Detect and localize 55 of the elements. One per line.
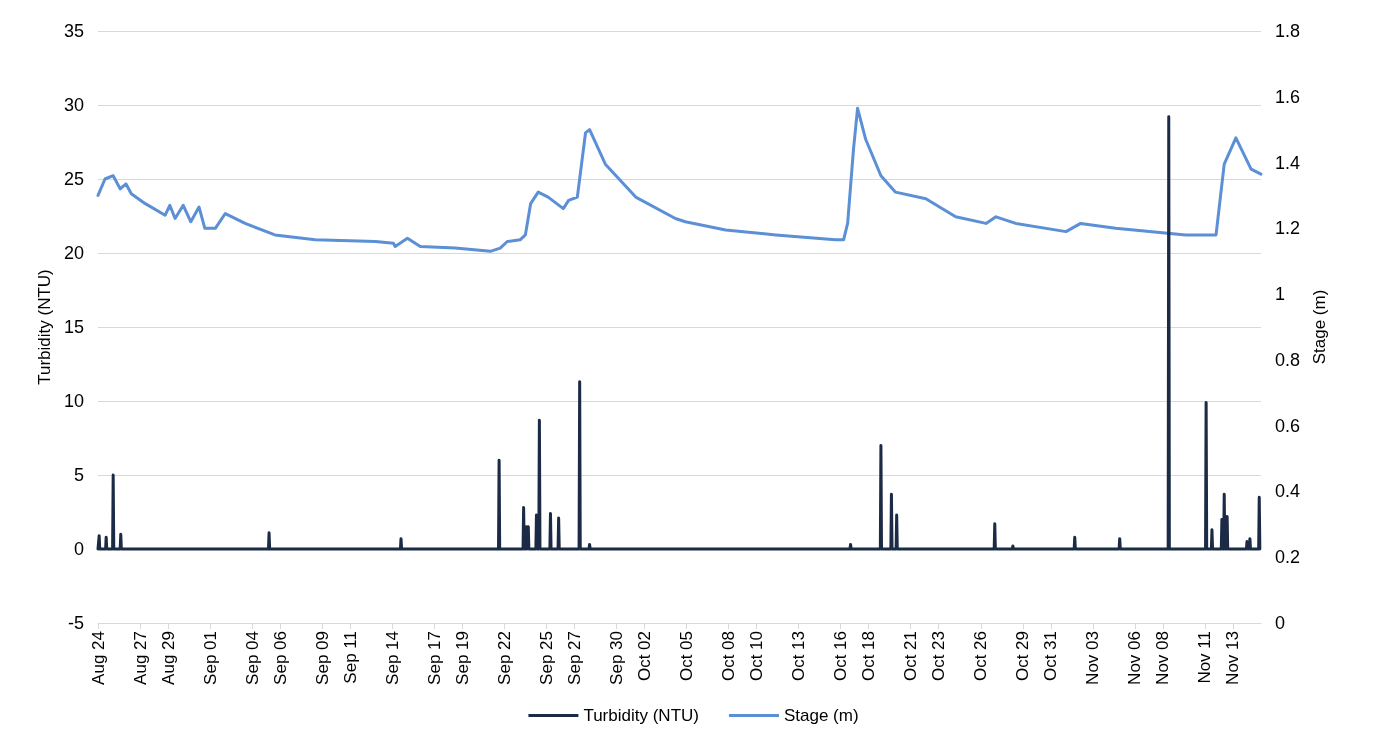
x-tick-label: Aug 29 bbox=[158, 631, 178, 685]
x-tick-label: Nov 03 bbox=[1083, 631, 1103, 685]
x-tick-label: Sep 19 bbox=[452, 631, 472, 685]
x-tick-label: Oct 13 bbox=[789, 631, 809, 682]
x-tick-label: Sep 01 bbox=[200, 631, 220, 685]
x-tick-label: Sep 17 bbox=[424, 631, 444, 685]
y-tick-label: -5 bbox=[67, 613, 84, 633]
x-tick-label: Oct 18 bbox=[859, 631, 879, 682]
y2-tick-label: 0.6 bbox=[1275, 415, 1301, 436]
x-tick-label: Oct 21 bbox=[901, 631, 921, 682]
x-tick-label: Sep 09 bbox=[312, 631, 332, 685]
x-tick-label: Nov 06 bbox=[1125, 631, 1145, 685]
x-tick-label: Sep 25 bbox=[536, 631, 556, 685]
x-tick-label: Oct 23 bbox=[929, 631, 949, 682]
x-tick-label: Nov 11 bbox=[1195, 631, 1215, 684]
y2-tick-label: 1.8 bbox=[1275, 21, 1301, 41]
x-tick-label: Aug 27 bbox=[130, 631, 150, 685]
y-tick-label: 5 bbox=[73, 465, 84, 485]
x-tick-label: Sep 11 bbox=[340, 631, 360, 684]
x-tick-label: Oct 16 bbox=[831, 631, 851, 682]
y2-axis-title: Stage (m) bbox=[1309, 289, 1329, 365]
x-tick-label: Aug 24 bbox=[88, 631, 108, 685]
x-tick-label: Oct 05 bbox=[677, 631, 697, 682]
y2-tick-label: 0.2 bbox=[1275, 547, 1301, 568]
y2-tick-label: 1.4 bbox=[1275, 152, 1301, 173]
x-tick-label: Oct 08 bbox=[719, 631, 739, 682]
x-tick-label: Oct 31 bbox=[1041, 631, 1061, 682]
legend-label: Turbidity (NTU) bbox=[583, 706, 699, 725]
x-tick-label: Nov 13 bbox=[1223, 631, 1243, 685]
y2-tick-label: 1.2 bbox=[1275, 218, 1301, 239]
x-tick-label: Sep 06 bbox=[270, 631, 290, 685]
x-tick-label: Oct 02 bbox=[634, 631, 654, 682]
y-tick-label: 0 bbox=[73, 539, 84, 559]
x-tick-label: Oct 10 bbox=[747, 631, 767, 682]
y2-tick-label: 1.6 bbox=[1275, 86, 1301, 107]
y2-tick-label: 0.8 bbox=[1275, 349, 1301, 370]
y-tick-label: 20 bbox=[63, 243, 84, 263]
y-tick-label: 10 bbox=[63, 391, 84, 411]
x-tick-label: Sep 27 bbox=[564, 631, 584, 685]
y2-tick-label: 0 bbox=[1275, 613, 1286, 633]
y-tick-label: 15 bbox=[63, 317, 84, 337]
y-tick-label: 35 bbox=[63, 21, 84, 41]
x-tick-label: Sep 30 bbox=[606, 631, 626, 685]
x-tick-label: Sep 04 bbox=[242, 631, 262, 685]
y-tick-label: 25 bbox=[63, 169, 84, 189]
legend-label: Stage (m) bbox=[783, 706, 859, 725]
x-tick-label: Nov 08 bbox=[1153, 631, 1173, 685]
x-tick-label: Sep 14 bbox=[382, 631, 402, 685]
y2-tick-label: 1 bbox=[1275, 284, 1286, 305]
x-tick-label: Sep 22 bbox=[494, 631, 514, 685]
y-axis-title: Turbidity (NTU) bbox=[35, 269, 55, 385]
y2-tick-label: 0.4 bbox=[1275, 481, 1301, 502]
y-tick-label: 30 bbox=[63, 95, 84, 115]
x-tick-label: Oct 26 bbox=[971, 631, 991, 682]
x-tick-label: Oct 29 bbox=[1013, 631, 1033, 682]
